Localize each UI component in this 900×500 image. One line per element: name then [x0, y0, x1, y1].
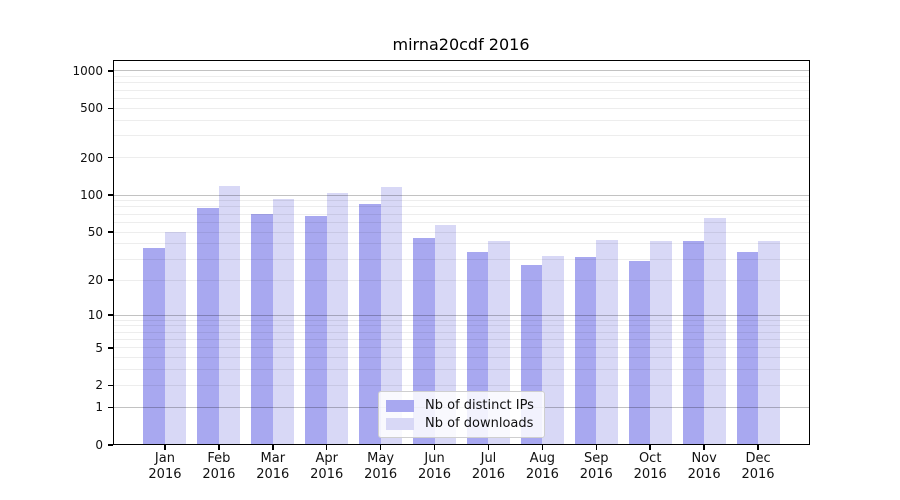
bar-nb-of-distinct-ips-sep — [574, 257, 597, 445]
y-tick-label-1000: 1000 — [72, 63, 103, 78]
x-tick-label-mar: Mar 2016 — [256, 451, 290, 482]
x-tick-mark-mar — [272, 445, 274, 450]
y-tick-mark-10 — [108, 314, 113, 316]
chart-title: mirna20cdf 2016 — [392, 35, 530, 54]
bar-nb-of-downloads-apr — [326, 192, 349, 445]
x-tick-label-apr: Apr 2016 — [310, 451, 344, 482]
x-tick-label-dec: Dec 2016 — [741, 451, 775, 482]
x-tick-mark-dec — [757, 445, 759, 450]
bar-nb-of-downloads-oct — [650, 241, 672, 445]
bar-nb-of-distinct-ips-nov — [682, 241, 705, 445]
bar-nb-of-distinct-ips-apr — [305, 215, 327, 445]
y-tick-mark-5 — [108, 347, 113, 349]
bar-nb-of-downloads-feb — [218, 186, 241, 445]
x-tick-mark-may — [379, 445, 382, 450]
bar-nb-of-downloads-mar — [272, 198, 295, 445]
bar-nb-of-downloads-aug — [542, 255, 564, 445]
x-tick-mark-sep — [595, 445, 598, 450]
legend-label-distinct-ips: Nb of distinct IPs — [425, 398, 534, 413]
bar-nb-of-distinct-ips-dec — [736, 252, 759, 445]
bar-nb-of-distinct-ips-may — [359, 203, 381, 445]
x-tick-mark-apr — [325, 445, 328, 450]
y-tick-label-50: 50 — [87, 225, 103, 240]
bar-nb-of-downloads-dec — [758, 241, 780, 445]
y-tick-label-10: 10 — [87, 308, 103, 323]
bar-nb-of-downloads-nov — [704, 218, 726, 445]
y-tick-label-20: 20 — [87, 273, 103, 288]
x-tick-label-jan: Jan 2016 — [148, 451, 182, 482]
legend-item-downloads: Nb of downloads — [386, 416, 536, 431]
y-tick-mark-2 — [108, 384, 113, 387]
legend-swatch-downloads — [386, 417, 414, 430]
y-tick-label-1: 1 — [95, 400, 103, 415]
legend-label-downloads: Nb of downloads — [425, 416, 534, 431]
bar-nb-of-downloads-sep — [596, 240, 618, 445]
y-axis: 1000 500 200 100 50 20 10 5 2 1 0 — [72, 60, 810, 452]
x-tick-mark-aug — [541, 445, 544, 450]
y-tick-label-500: 500 — [80, 101, 103, 116]
bar-nb-of-downloads-jun — [434, 225, 457, 445]
y-tick-mark-20 — [108, 279, 113, 281]
y-tick-mark-1000 — [108, 70, 113, 72]
plot-area: 1000 500 200 100 50 20 10 5 2 1 0 Jan 2016 Feb 2016… — [72, 60, 810, 482]
y-tick-mark-500 — [108, 107, 113, 109]
y-tick-mark-1 — [108, 406, 113, 409]
y-tick-mark-50 — [108, 231, 113, 233]
x-tick-mark-nov — [703, 445, 705, 450]
x-tick-mark-jan — [164, 445, 166, 450]
legend-swatch-distinct-ips — [386, 399, 414, 412]
x-tick-label-aug: Aug 2016 — [525, 451, 559, 482]
x-tick-label-feb: Feb 2016 — [202, 451, 236, 482]
x-axis: Jan 2016 Feb 2016 Mar 2016 Apr 2016 May 2016… — [113, 60, 810, 482]
x-tick-mark-oct — [649, 445, 651, 450]
y-tick-label-2: 2 — [95, 378, 103, 393]
y-tick-label-5: 5 — [95, 340, 103, 355]
y-tick-mark-0 — [108, 444, 113, 446]
x-tick-mark-jul — [487, 445, 490, 450]
legend-item-distinct-ips: Nb of distinct IPs — [386, 398, 536, 413]
bar-nb-of-downloads-may — [380, 187, 403, 445]
x-tick-label-sep: Sep 2016 — [579, 451, 613, 482]
bar-nb-of-distinct-ips-oct — [628, 260, 651, 445]
y-tick-label-0: 0 — [95, 438, 103, 452]
y-tick-mark-200 — [108, 156, 113, 159]
x-tick-mark-feb — [218, 445, 220, 450]
bar-nb-of-distinct-ips-feb — [197, 207, 219, 445]
x-tick-label-oct: Oct 2016 — [633, 451, 667, 482]
y-tick-mark-100 — [108, 194, 113, 196]
x-tick-label-nov: Nov 2016 — [687, 451, 721, 482]
bar-nb-of-distinct-ips-mar — [251, 214, 273, 445]
bar-nb-of-distinct-ips-jan — [143, 248, 165, 445]
x-tick-label-jun: Jun 2016 — [417, 451, 452, 482]
x-tick-label-may: May 2016 — [364, 451, 398, 482]
bar-nb-of-downloads-jan — [164, 232, 187, 445]
y-tick-label-100: 100 — [80, 188, 103, 202]
y-tick-label-200: 200 — [80, 150, 103, 165]
x-tick-mark-jun — [433, 445, 436, 450]
legend: Nb of distinct IPs Nb of downloads — [378, 391, 545, 438]
x-tick-label-jul: Jul 2016 — [471, 451, 505, 482]
